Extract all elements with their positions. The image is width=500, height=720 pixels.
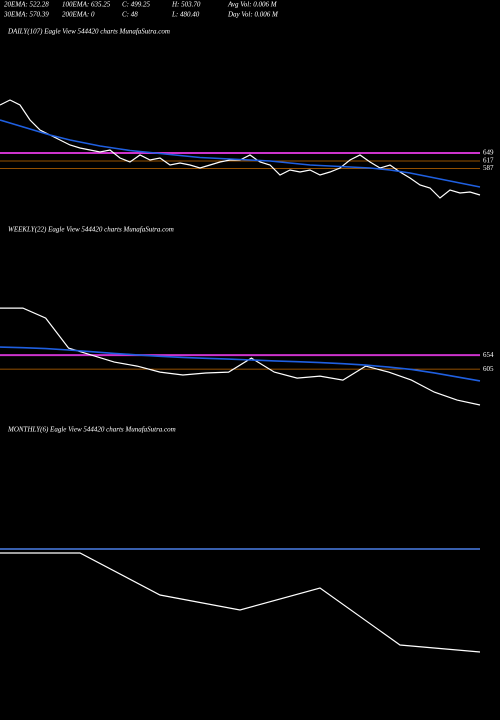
header-stat: 100EMA: 635.25 [62,1,111,9]
y-tick-label: 605 [483,365,494,373]
header-stat: L: 480.40 [171,11,200,19]
y-tick-label: 649 [483,149,494,157]
y-tick-label: 654 [483,351,494,359]
header-stat: 20EMA: 522.28 [4,1,49,9]
header-stat: 30EMA: 570.39 [3,11,49,19]
panel-title: DAILY(107) Eagle View 544420 charts Muna… [7,28,170,36]
header-stat: 200EMA: 0 [62,11,95,19]
header-stat: Day Vol: 0.006 M [227,11,279,19]
header-stat: Avg Vol: 0.006 M [227,1,278,9]
header-stat: C: 499.25 [122,1,151,9]
header-stat: C: 48 [122,11,138,19]
panel-title: MONTHLY(6) Eagle View 544420 charts Muna… [7,426,176,434]
panel-title: WEEKLY(22) Eagle View 544420 charts Muna… [8,226,174,234]
price-line [0,552,481,653]
y-tick-label: 587 [483,164,494,172]
price-line [0,346,481,382]
price-line [0,119,481,188]
y-tick-label: 617 [483,157,494,165]
header-stat: H: 503.70 [171,1,201,9]
